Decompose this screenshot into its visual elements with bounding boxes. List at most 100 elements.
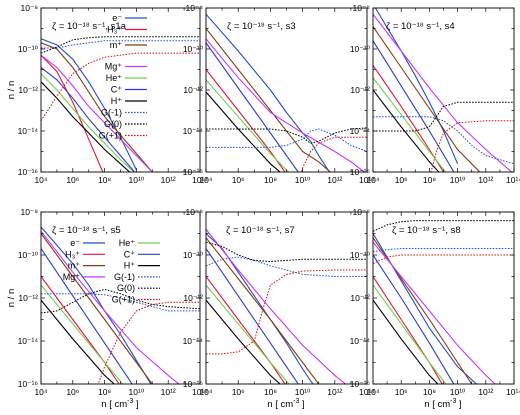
series-line-c-: [373, 254, 455, 384]
x-tick-label: 10¹²: [161, 175, 176, 185]
legend-label: C⁺: [124, 249, 135, 259]
x-tick-label: 10¹²: [161, 387, 176, 397]
series-line-h-: [206, 91, 281, 172]
series-group: [373, 8, 514, 172]
series-line-g-0-: [373, 220, 514, 232]
series-line-mg-: [373, 13, 513, 172]
series-line-he-: [41, 73, 135, 172]
y-tick-label: 10⁻¹⁶: [350, 167, 370, 177]
legend-label: H⁺: [124, 261, 135, 271]
x-tick-label: 10⁸: [98, 387, 111, 397]
legend-label: H₃⁺: [65, 249, 80, 259]
x-tick-label: 10⁴: [366, 175, 379, 185]
series-line-g-1-: [373, 116, 514, 165]
y-tick-label: 10⁻¹⁴: [350, 336, 371, 346]
legend-label: e⁻: [112, 13, 122, 23]
legend-label: m⁺: [68, 261, 80, 271]
series-group: [373, 220, 514, 384]
y-tick-label: 10⁻¹⁰: [183, 250, 204, 260]
series-line-he-: [373, 77, 447, 172]
y-tick-label: 10⁻⁸: [185, 207, 203, 217]
series-line-g-1-: [301, 136, 367, 172]
y-tick-label: 10⁻¹⁰: [350, 250, 371, 260]
series-line-he-: [41, 284, 124, 384]
series-line-e-: [373, 233, 478, 384]
series-line-he-: [206, 284, 290, 384]
series-line-g-0-: [41, 288, 200, 314]
series-line-h-: [206, 299, 281, 384]
legend-label: e⁻: [70, 238, 80, 248]
panel-s1a: 10⁴ 10⁶ 10⁸ 10¹⁰ 10¹² 10¹⁴ 10⁻⁸ 10⁻¹⁰ 10⁻¹² 10⁻¹⁴…: [18, 3, 209, 185]
x-axis-label: n [ cm-3 ]: [101, 398, 138, 410]
series-line-e-: [206, 13, 331, 172]
y-tick-label: 10⁻¹⁴: [350, 126, 371, 136]
legend-label: He⁺: [106, 73, 123, 83]
y-tick-label: 10⁻⁸: [352, 207, 370, 217]
x-tick-label: 10¹⁴: [359, 387, 375, 397]
x-tick-label: 10¹⁴: [506, 387, 520, 397]
y-tick-label: 10⁻¹⁶: [18, 167, 38, 177]
series-line-g-1-: [373, 248, 514, 253]
series-line-g-1-: [41, 40, 200, 49]
legend-label: H₃⁺: [107, 25, 122, 35]
plot-frame: [205, 211, 368, 385]
panel-title: ζ = 10⁻¹⁸ s⁻¹, s5: [52, 225, 121, 236]
series-line-m-: [41, 42, 153, 172]
x-tick-label: 10¹²: [327, 387, 342, 397]
y-tick-label: 10⁻¹⁰: [350, 44, 371, 54]
series-line-g-0-: [41, 36, 200, 54]
series-line-g-1-: [41, 293, 200, 312]
y-tick-label: 10⁻¹⁶: [350, 379, 370, 389]
series-line-g-1-: [206, 128, 367, 152]
x-tick-label: 10⁶: [395, 387, 408, 397]
y-tick-label: 10⁻⁸: [352, 3, 370, 13]
x-tick-label: 10¹⁰: [450, 387, 466, 397]
series-line-c-: [41, 67, 136, 172]
y-tick-label: 10⁻⁸: [185, 3, 203, 13]
x-tick-label: 10⁶: [232, 175, 245, 185]
x-tick-label: 10¹²: [478, 175, 493, 185]
y-tick-label: 10⁻⁸: [20, 207, 38, 217]
x-tick-label: 10¹⁰: [295, 387, 311, 397]
series-line-g-1-: [206, 269, 367, 355]
x-tick-label: 10¹⁴: [192, 387, 208, 397]
legend-label: G(0): [117, 283, 135, 293]
x-tick-label: 10⁴: [34, 175, 47, 185]
plot-frame: [372, 7, 515, 173]
y-tick-label: 10⁻¹⁶: [183, 167, 203, 177]
x-tick-label: 10⁴: [366, 387, 379, 397]
panel-s8: 10⁴ 10⁶ 10⁸ 10¹⁰ 10¹² 10¹⁴ 10⁻⁸ 10⁻¹⁰ 10⁻¹² 10⁻¹⁴…: [350, 207, 520, 397]
x-tick-label: 10⁶: [66, 387, 79, 397]
x-tick-label: 10¹²: [478, 387, 493, 397]
series-line-he-: [206, 79, 290, 172]
x-axis-label: n [ cm-3 ]: [267, 398, 304, 410]
x-tick-label: 10¹⁴: [506, 175, 520, 185]
legend-label: C⁺: [111, 85, 122, 95]
legend: e⁻ H₃⁺ m⁺ Mg⁺He⁺ C⁺H⁺ G(-1)G(0) G(+1): [99, 13, 147, 141]
legend-label: He⁺: [119, 238, 136, 248]
series-line-h2-: [373, 276, 443, 384]
series-line-g-0-: [373, 101, 514, 132]
x-tick-label: 10¹⁰: [295, 175, 311, 185]
y-tick-label: 10⁻¹⁰: [18, 44, 39, 54]
series-line-he-: [373, 284, 447, 384]
series-line-e-: [41, 38, 137, 171]
series-line-m-: [206, 28, 332, 172]
series-line-g-0-: [206, 127, 367, 144]
x-tick-label: 10¹²: [327, 175, 342, 185]
x-tick-label: 10⁶: [66, 175, 79, 185]
x-tick-label: 10¹⁰: [129, 387, 145, 397]
series-group: [41, 226, 200, 384]
x-tick-label: 10⁸: [423, 175, 436, 185]
y-tick-label: 10⁻¹⁶: [183, 379, 203, 389]
panel-title: ζ = 10⁻¹⁸ s⁻¹, s8: [392, 225, 461, 236]
series-line-h-: [41, 81, 131, 172]
series-line-g-1-: [41, 52, 200, 122]
x-tick-label: 10⁸: [264, 387, 277, 397]
series-line-mg-: [41, 54, 153, 172]
series-line-h2-: [206, 69, 286, 172]
series-line-h-: [373, 89, 440, 172]
series-line-mg-: [206, 228, 347, 384]
plot-frame: [372, 211, 515, 385]
series-line-c-: [41, 248, 133, 384]
